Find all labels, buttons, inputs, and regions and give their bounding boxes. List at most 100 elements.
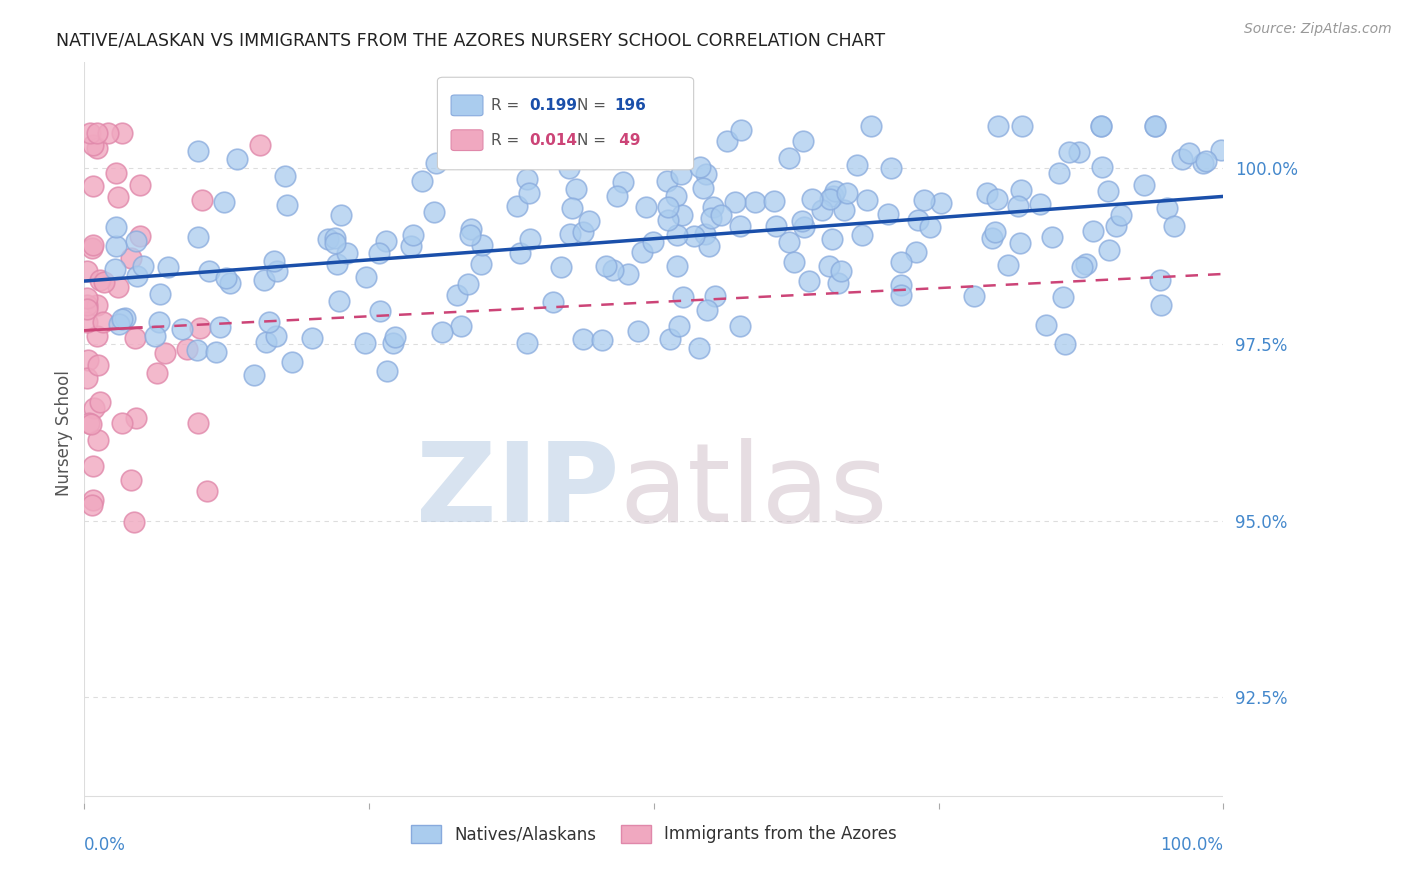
Point <box>505 199 527 213</box>
Point <box>354 336 377 351</box>
Point <box>572 225 595 239</box>
Point <box>125 268 148 283</box>
Point <box>215 271 238 285</box>
Point <box>716 134 738 148</box>
Point <box>79 417 101 432</box>
Point <box>1081 224 1104 238</box>
Point <box>1149 273 1171 287</box>
Point <box>187 416 209 430</box>
Point <box>688 341 710 355</box>
Point <box>86 126 108 140</box>
Point <box>912 193 935 207</box>
Point <box>778 151 800 165</box>
Point <box>1010 236 1032 251</box>
Point <box>76 353 98 368</box>
Point <box>1143 119 1166 133</box>
Point <box>266 264 288 278</box>
Point <box>249 138 271 153</box>
Point <box>82 241 104 255</box>
Point <box>187 229 209 244</box>
Point <box>1029 197 1052 211</box>
Point <box>657 200 679 214</box>
Point <box>125 411 148 425</box>
Point <box>368 245 391 260</box>
Point <box>550 260 572 274</box>
Point <box>1035 318 1057 333</box>
Point <box>187 144 209 158</box>
Y-axis label: Nursery School: Nursery School <box>55 369 73 496</box>
Point <box>824 184 846 198</box>
Point <box>1091 160 1114 174</box>
Point <box>1053 337 1076 351</box>
Point <box>104 261 127 276</box>
Point <box>1209 143 1232 157</box>
Point <box>370 304 392 318</box>
Point <box>254 334 277 349</box>
Point <box>817 259 839 273</box>
Point <box>890 277 912 292</box>
Point <box>558 227 581 242</box>
Point <box>700 211 723 225</box>
Point <box>1156 201 1178 215</box>
Point <box>186 343 208 358</box>
Point <box>986 192 1008 206</box>
Point <box>107 279 129 293</box>
Point <box>704 289 727 303</box>
Point <box>326 257 349 271</box>
Point <box>205 344 228 359</box>
Point <box>578 214 600 228</box>
Point <box>76 291 98 305</box>
Point <box>1195 154 1218 169</box>
Point <box>356 269 378 284</box>
Point <box>226 152 249 166</box>
Point <box>1143 119 1166 133</box>
Point <box>519 232 541 246</box>
Point <box>157 260 180 274</box>
Point <box>669 167 692 181</box>
Point <box>683 229 706 244</box>
Text: Source: ZipAtlas.com: Source: ZipAtlas.com <box>1244 22 1392 37</box>
Point <box>627 324 650 338</box>
Point <box>105 219 128 234</box>
Point <box>129 229 152 244</box>
Point <box>668 319 690 334</box>
Point <box>274 169 297 183</box>
Point <box>458 228 481 243</box>
Point <box>86 328 108 343</box>
Point <box>328 294 350 309</box>
Point <box>665 189 688 203</box>
Point <box>983 225 1005 239</box>
Point <box>877 207 900 221</box>
Point <box>219 276 242 290</box>
Point <box>695 167 717 181</box>
Text: N =: N = <box>578 133 612 148</box>
Point <box>602 263 624 277</box>
Point <box>148 315 170 329</box>
Point <box>672 290 695 304</box>
Point <box>564 182 586 196</box>
Point <box>558 161 581 175</box>
Point <box>253 273 276 287</box>
Point <box>446 288 468 302</box>
Point <box>606 189 628 203</box>
Text: 0.014: 0.014 <box>530 133 578 148</box>
Point <box>470 238 492 252</box>
Point <box>384 329 406 343</box>
Point <box>541 294 564 309</box>
Point <box>1049 166 1071 180</box>
Point <box>655 174 678 188</box>
Point <box>170 322 193 336</box>
Point <box>266 328 288 343</box>
Point <box>470 257 492 271</box>
Point <box>153 346 176 360</box>
Point <box>671 208 693 222</box>
Point <box>77 416 100 430</box>
Point <box>641 235 664 250</box>
Point <box>730 123 752 137</box>
Point <box>517 186 540 200</box>
Point <box>696 302 718 317</box>
Point <box>890 255 912 269</box>
Point <box>430 325 453 339</box>
Point <box>778 235 800 249</box>
Point <box>212 195 235 210</box>
